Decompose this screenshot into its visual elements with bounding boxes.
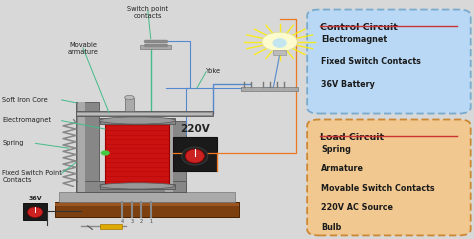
Ellipse shape xyxy=(100,183,175,189)
Bar xyxy=(164,121,186,192)
Bar xyxy=(100,118,175,124)
Bar xyxy=(77,113,212,115)
Circle shape xyxy=(101,151,109,155)
Ellipse shape xyxy=(182,147,208,165)
Bar xyxy=(100,184,175,189)
Bar xyxy=(78,102,85,192)
Text: 220V AC Source: 220V AC Source xyxy=(321,203,393,212)
Bar xyxy=(76,102,99,192)
Bar xyxy=(125,98,134,111)
Text: 36V: 36V xyxy=(28,196,42,201)
Ellipse shape xyxy=(125,95,134,100)
Bar xyxy=(59,192,235,202)
Bar xyxy=(165,121,173,192)
Text: Control Circuit: Control Circuit xyxy=(320,23,398,32)
Bar xyxy=(140,45,171,49)
Text: Load Circuit: Load Circuit xyxy=(320,133,384,142)
Text: Movable
armature: Movable armature xyxy=(67,42,99,55)
Text: Electromagnet: Electromagnet xyxy=(321,35,388,44)
Text: Soft Iron Core: Soft Iron Core xyxy=(2,97,48,103)
Bar xyxy=(76,181,186,192)
Text: Bulb: Bulb xyxy=(321,223,342,232)
Text: 1: 1 xyxy=(149,219,152,224)
Text: 36V Battery: 36V Battery xyxy=(321,80,375,89)
Ellipse shape xyxy=(27,207,43,217)
Bar xyxy=(55,203,239,206)
Text: Spring: Spring xyxy=(321,145,351,154)
Ellipse shape xyxy=(262,32,297,51)
Ellipse shape xyxy=(100,117,175,124)
Bar xyxy=(76,111,213,116)
Bar xyxy=(55,202,239,217)
Text: 2: 2 xyxy=(140,219,143,224)
Text: 220V: 220V xyxy=(180,124,210,134)
Text: Yoke: Yoke xyxy=(206,68,221,74)
Bar xyxy=(105,123,169,188)
Text: Switch point
contacts: Switch point contacts xyxy=(128,6,168,19)
Text: Movable Switch Contacts: Movable Switch Contacts xyxy=(321,184,435,193)
Bar xyxy=(273,50,286,55)
Text: Electromagnet: Electromagnet xyxy=(2,117,51,123)
Bar xyxy=(173,137,217,171)
FancyBboxPatch shape xyxy=(307,10,471,114)
Text: Fixed Switch Point
Contacts: Fixed Switch Point Contacts xyxy=(2,170,62,183)
Bar xyxy=(241,87,298,91)
Text: Fixed Switch Contacts: Fixed Switch Contacts xyxy=(321,57,421,66)
Bar xyxy=(23,203,47,220)
Bar xyxy=(100,224,122,229)
Ellipse shape xyxy=(273,38,287,48)
Text: 4: 4 xyxy=(121,219,124,224)
FancyBboxPatch shape xyxy=(307,120,471,235)
Text: Armature: Armature xyxy=(321,164,365,173)
Text: Spring: Spring xyxy=(2,140,24,146)
Ellipse shape xyxy=(185,149,204,163)
Text: 3: 3 xyxy=(130,219,133,224)
